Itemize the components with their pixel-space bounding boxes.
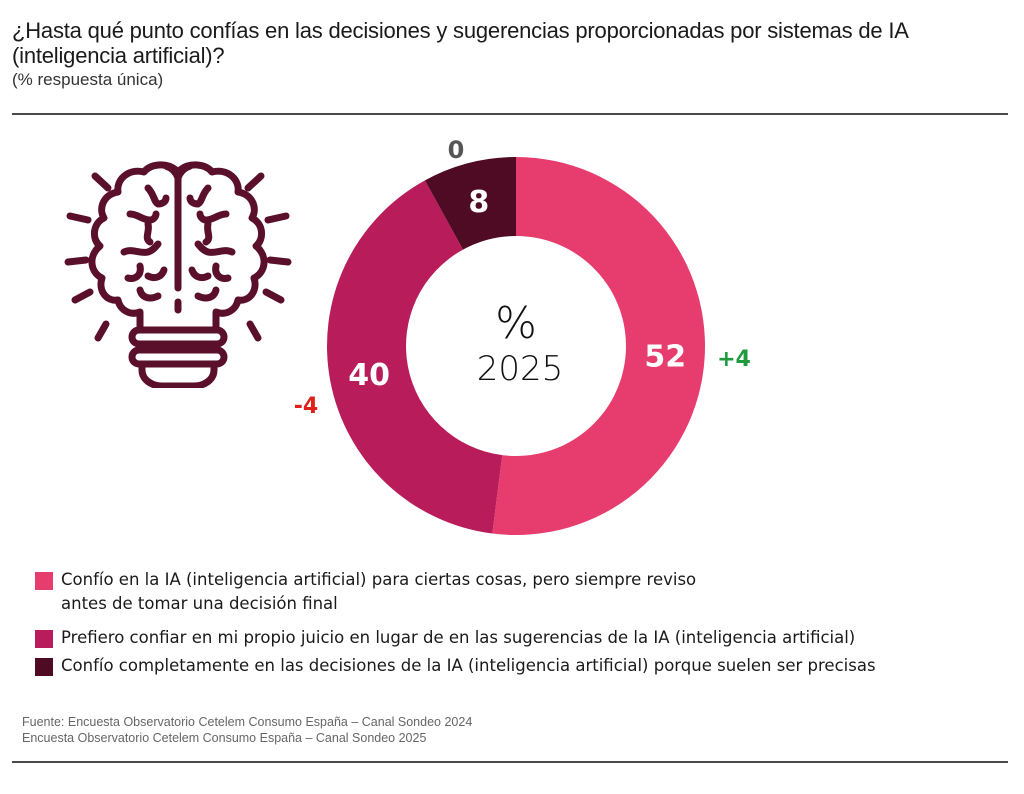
legend-label-line: Prefiero confiar en mi propio juicio en … xyxy=(61,628,856,647)
legend-swatch xyxy=(35,630,53,648)
change-vs-2024-label-2: 0 xyxy=(448,136,465,164)
brain-lightbulb-icon xyxy=(58,158,298,390)
chart-legend: Confío en la IA (inteligencia artificial… xyxy=(35,568,1015,678)
legend-item-1: Prefiero confiar en mi propio juicio en … xyxy=(35,626,1015,650)
donut-segment-2 xyxy=(424,157,516,250)
segment-value-label-0: 52 xyxy=(644,339,686,374)
change-vs-2024-label-0: +4 xyxy=(717,347,751,372)
top-divider xyxy=(12,113,1008,115)
center-percent-symbol: % xyxy=(495,298,537,349)
legend-swatch xyxy=(35,658,53,676)
legend-label-line: Confío en la IA (inteligencia artificial… xyxy=(61,570,697,589)
source-note: Fuente: Encuesta Observatorio Cetelem Co… xyxy=(22,714,472,746)
segment-value-label-1: 40 xyxy=(348,358,390,393)
source-line-1: Fuente: Encuesta Observatorio Cetelem Co… xyxy=(22,715,473,729)
donut-segment-1 xyxy=(327,180,503,534)
legend-item-2: Confío completamente en las decisiones d… xyxy=(35,654,1015,678)
legend-label-line: antes de tomar una decisión final xyxy=(61,594,338,613)
legend-item-0: Confío en la IA (inteligencia artificial… xyxy=(35,568,1015,616)
source-line-2: Encuesta Observatorio Cetelem Consumo Es… xyxy=(22,731,427,745)
change-vs-2024-label-1: -4 xyxy=(294,394,318,419)
legend-swatch xyxy=(35,572,53,590)
chart-subtitle: (% respuesta única) xyxy=(12,70,164,89)
legend-label-line: Confío completamente en las decisiones d… xyxy=(61,656,876,675)
bottom-divider xyxy=(12,761,1008,763)
donut-segment-0 xyxy=(492,157,705,535)
segment-value-label-2: 8 xyxy=(468,185,489,220)
center-year-label: 2025 xyxy=(477,349,564,389)
chart-title: ¿Hasta qué punto confías en las decision… xyxy=(12,18,908,68)
